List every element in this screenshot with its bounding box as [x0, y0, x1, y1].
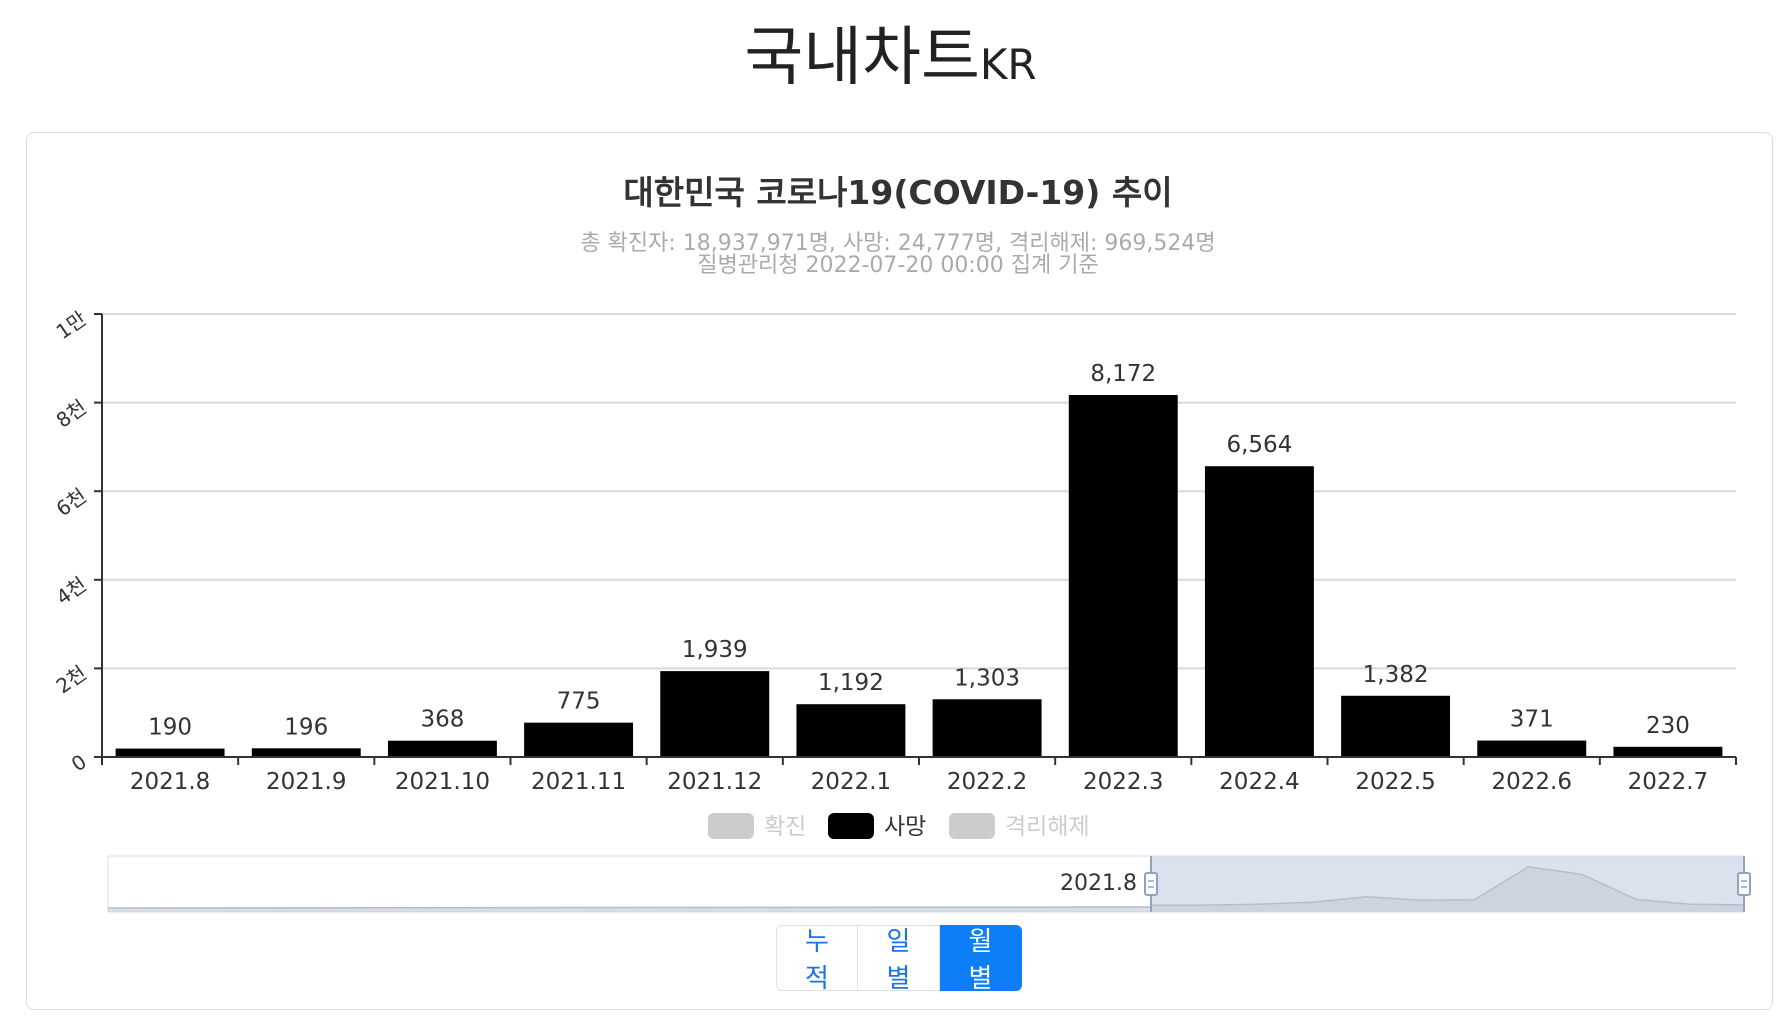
data-label: 190: [148, 715, 192, 741]
bar: [115, 748, 225, 757]
data-label: 8,172: [1090, 361, 1156, 387]
bar: [1068, 394, 1178, 757]
x-tick-label: 2021.10: [395, 769, 490, 795]
x-tick-label: 2021.12: [667, 769, 762, 795]
x-tick-label: 2021.8: [130, 769, 210, 795]
x-tick-label: 2022.7: [1628, 769, 1708, 795]
bar: [1204, 466, 1314, 757]
legend: 확진 사망 격리해제: [708, 813, 1090, 840]
bar: [387, 740, 497, 757]
grid-lines: [102, 313, 1736, 670]
datazoom-label: 2021.8: [1060, 871, 1137, 896]
data-label: 1,303: [954, 665, 1020, 691]
page-title: 국내차트KR: [0, 18, 1781, 105]
data-label: 775: [557, 689, 601, 715]
datazoom-handle[interactable]: [1737, 872, 1751, 896]
x-tick-label: 2022.4: [1219, 769, 1299, 795]
legend-label: 확진: [764, 814, 806, 840]
bar: [796, 704, 906, 757]
bar: [1613, 746, 1723, 757]
legend-swatch: [828, 813, 874, 839]
y-tick-label: 4천: [52, 572, 91, 610]
datazoom-line: [107, 866, 1745, 909]
page-title-suffix: KR: [979, 40, 1037, 89]
bar: [932, 699, 1042, 757]
view-mode-toggle: 누적 일별 월별: [776, 925, 1022, 994]
bars: 190 196 368 775 1,939 1,192 1,303 8,172 6,564 1,3…: [115, 361, 1723, 757]
data-label: 230: [1646, 713, 1690, 739]
datazoom-slider[interactable]: 2021.8: [107, 855, 1751, 913]
bar: [524, 722, 634, 757]
bar: [660, 671, 770, 757]
y-tick-label: 2천: [52, 661, 91, 699]
chart-subtitle-line-1: 총 확진자: 18,937,971명, 사망: 24,777명, 격리해제: 9…: [580, 231, 1215, 256]
legend-label: 사망: [884, 814, 926, 840]
y-tick-label: 1만: [52, 306, 91, 344]
page-title-text: 국내차트: [744, 21, 980, 95]
data-label: 368: [420, 707, 464, 733]
bar: [1477, 740, 1587, 757]
data-label: 196: [284, 714, 328, 740]
legend-swatch: [949, 813, 995, 839]
data-label: 6,564: [1226, 432, 1292, 458]
cumulative-button[interactable]: 누적: [776, 925, 858, 994]
y-tick-label: 0: [67, 749, 91, 776]
x-tick-label: 2021.9: [266, 769, 346, 795]
y-tick-label: 6천: [52, 484, 91, 522]
y-axis: 0 2천 4천 6천 8천 1만: [52, 306, 103, 776]
chart-subtitle-line-2: 질병관리청 2022-07-20 00:00 집계 기준: [697, 253, 1098, 278]
data-label: 1,192: [818, 670, 884, 696]
x-axis: 2021.8 2021.9 2021.10 2021.11 2021.12 2022.1 2…: [101, 756, 1737, 795]
bar: [1341, 695, 1451, 757]
legend-item[interactable]: 사망: [828, 813, 926, 840]
legend-swatch: [708, 813, 754, 839]
data-label: 371: [1510, 707, 1554, 733]
x-tick-label: 2022.6: [1492, 769, 1572, 795]
legend-item[interactable]: 확진: [708, 813, 806, 840]
x-tick-label: 2022.2: [947, 769, 1027, 795]
legend-item[interactable]: 격리해제: [949, 813, 1090, 840]
legend-label: 격리해제: [1005, 814, 1090, 840]
chart-title: 대한민국 코로나19(COVID-19) 추이: [623, 173, 1172, 212]
x-tick-label: 2022.5: [1355, 769, 1435, 795]
daily-button[interactable]: 일별: [858, 925, 940, 994]
data-label: 1,939: [682, 637, 748, 663]
data-label: 1,382: [1363, 662, 1429, 688]
monthly-button[interactable]: 월별: [940, 925, 1022, 994]
x-tick-label: 2022.3: [1083, 769, 1163, 795]
x-tick-label: 2021.11: [531, 769, 626, 795]
datazoom-handle[interactable]: [1144, 872, 1158, 896]
y-tick-label: 8천: [52, 395, 91, 433]
x-tick-label: 2022.1: [811, 769, 891, 795]
bar: [251, 748, 361, 757]
